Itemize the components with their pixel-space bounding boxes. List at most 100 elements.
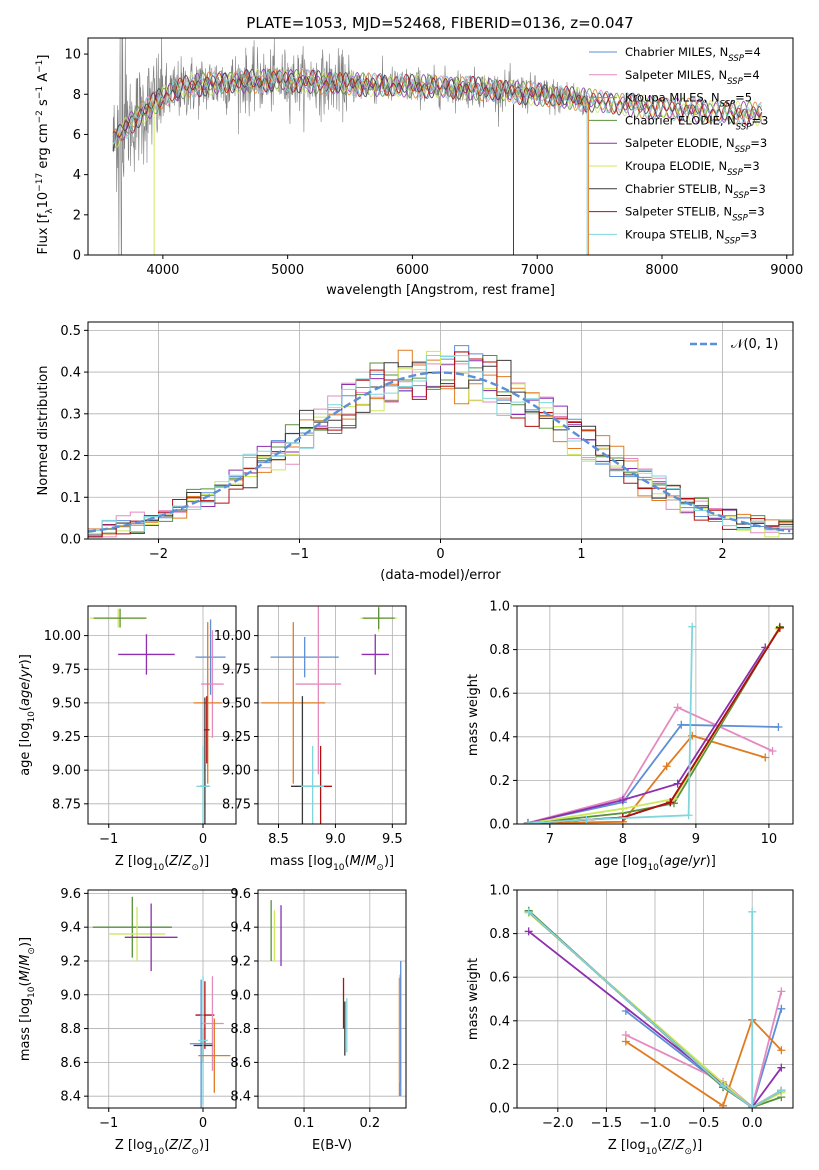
residuals-plot-area	[88, 322, 793, 539]
mass-weight-marker	[775, 623, 784, 632]
x-tick-label: 8	[619, 832, 627, 847]
label-part: 10	[153, 863, 165, 873]
y-tick-label: 6	[73, 128, 81, 143]
y-tick-label: 0.3	[60, 407, 81, 422]
legend-label: Salpeter MILES, NSSP=4	[625, 68, 760, 87]
legend-label-name: Salpeter MILES, N	[625, 68, 727, 82]
label-part: Flux [f	[36, 213, 51, 254]
label-part: −1	[35, 60, 45, 73]
mass-weight-marker	[618, 796, 627, 805]
mass-weight-line	[527, 626, 781, 824]
y-tick-label: 8.8	[60, 1022, 81, 1037]
y-tick-label: 0.5	[60, 324, 81, 339]
label-part: −2	[35, 110, 45, 123]
normal-curve	[88, 371, 791, 533]
y-tick-label: 8.75	[222, 797, 251, 812]
mass-weight-marker	[777, 1046, 786, 1055]
legend-label-sub: SSP	[735, 145, 751, 155]
y-tick-label: 8.4	[60, 1090, 81, 1105]
y-tick-label: 9.4	[230, 921, 251, 936]
label-part: (	[657, 1138, 662, 1153]
label-part: erg cm	[36, 123, 51, 172]
label-part: /	[178, 854, 183, 869]
label-part: ⊙	[191, 1147, 199, 1157]
label-part: ⊙	[27, 947, 37, 955]
x-tick-label: 0	[199, 832, 207, 847]
legend-label-name: Kroupa STELIB, N	[625, 227, 725, 241]
mass-vs-Z-panel: −1 08.48.68.89.09.29.49.6Z [log10(Z/Z⊙)]m…	[18, 887, 237, 1157]
label-part: )]	[18, 937, 33, 947]
x-tick-label: 9	[692, 832, 700, 847]
x-axis-label: mass [log10(M/M⊙)]	[270, 854, 394, 873]
label-part: 10	[153, 1147, 165, 1157]
mass-weight-marker	[621, 1037, 630, 1046]
mass-weight-marker	[673, 703, 682, 712]
legend-label-sub: SSP	[727, 77, 743, 87]
y-tick-label: 4	[73, 168, 81, 183]
legend-label: Kroupa STELIB, NSSP=3	[625, 227, 757, 246]
mass-weight-marker	[777, 987, 786, 996]
x-tick-label: −1	[99, 832, 118, 847]
age-vs-mass-frame	[257, 605, 407, 825]
age-vs-mass-plot-area	[258, 606, 406, 824]
mass-vs-Z-frame	[87, 889, 237, 1109]
legend-label: Chabrier STELIB, NSSP=3	[625, 182, 766, 201]
label-part: (	[164, 1138, 169, 1153]
x-tick-label: 9.5	[382, 832, 403, 847]
mass-weight-marker	[768, 746, 777, 755]
label-part: 10	[27, 986, 37, 998]
x-tick-label: 0	[199, 1116, 207, 1131]
x-tick-label: 9.0	[325, 832, 346, 847]
model-spectrum-line	[112, 69, 763, 145]
x-tick-label: 5000	[271, 263, 304, 278]
x-tick-label: −2	[149, 547, 168, 562]
y-tick-label: 0.2	[489, 1058, 510, 1073]
y-tick-label: 8.6	[230, 1056, 251, 1071]
mass-vs-EBV-frame	[257, 889, 407, 1109]
x-tick-label: 1	[577, 547, 585, 562]
label-part: ⊙	[684, 1147, 692, 1157]
y-tick-label: 8.75	[52, 797, 81, 812]
y-tick-label: 8	[73, 88, 81, 103]
x-tick-label: 6000	[396, 263, 429, 278]
label-part: )]	[18, 654, 33, 664]
legend-label: Kroupa MILES, NSSP=5	[625, 91, 752, 110]
label-part: λ	[45, 208, 55, 214]
mass-weight-marker	[719, 1082, 728, 1091]
mass-weight-marker	[774, 722, 783, 731]
residual-histogram	[88, 350, 793, 538]
y-tick-label: 9.6	[230, 887, 251, 902]
figure-title: PLATE=1053, MJD=52468, FIBERID=0136, z=0…	[246, 14, 633, 32]
legend-label-sub: SSP	[728, 54, 744, 64]
label-part: 10	[333, 863, 345, 873]
label-part: (	[659, 854, 664, 869]
spectrum-frame	[87, 37, 794, 256]
mass-weight-marker	[719, 1101, 728, 1108]
label-part: age	[18, 682, 33, 706]
y-tick-label: 2	[73, 208, 81, 223]
y-tick-label: 9.25	[52, 730, 81, 745]
label-part: /	[18, 965, 33, 970]
x-tick-label: 0.1	[294, 1116, 315, 1131]
label-part: M	[18, 970, 33, 981]
observed-spectrum-line	[112, 38, 588, 255]
label-part: Z	[182, 1138, 193, 1153]
weight-vs-Z-panel: −2.0 −1.5 −1.0 −0.5 0.0 0.0 0.2 0.4 0.6 0.8 1.0 Z […	[466, 884, 794, 1157]
x-axis-label: Z [log10(Z/Z⊙)]	[608, 1138, 702, 1157]
mass-weight-marker	[673, 779, 682, 788]
label-part: (	[164, 854, 169, 869]
y-tick-label: 9.50	[52, 696, 81, 711]
mass-weight-marker	[777, 1063, 786, 1072]
spectrum-panel: 4000 5000 6000 7000 8000 9000 0 2 4 6 8 10 Chabrier …	[35, 37, 803, 298]
y-tick-label: 9.75	[52, 663, 81, 678]
y-axis-label: mass weight	[466, 958, 481, 1040]
label-part: yr	[692, 854, 708, 869]
y-tick-label: 9.25	[222, 730, 251, 745]
label-part: 10	[36, 192, 51, 209]
label-part: /	[361, 854, 366, 869]
label-part: age [log	[18, 723, 33, 776]
legend-label-sub: SSP	[732, 214, 748, 224]
label-part: age	[664, 854, 688, 869]
x-tick-label: −0.5	[688, 1116, 720, 1131]
